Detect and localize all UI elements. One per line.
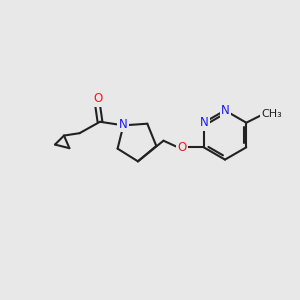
- Text: N: N: [118, 118, 127, 131]
- Text: N: N: [221, 104, 230, 117]
- Text: O: O: [93, 92, 102, 106]
- Text: N: N: [200, 116, 209, 129]
- Text: O: O: [178, 141, 187, 154]
- Text: CH₃: CH₃: [261, 109, 282, 119]
